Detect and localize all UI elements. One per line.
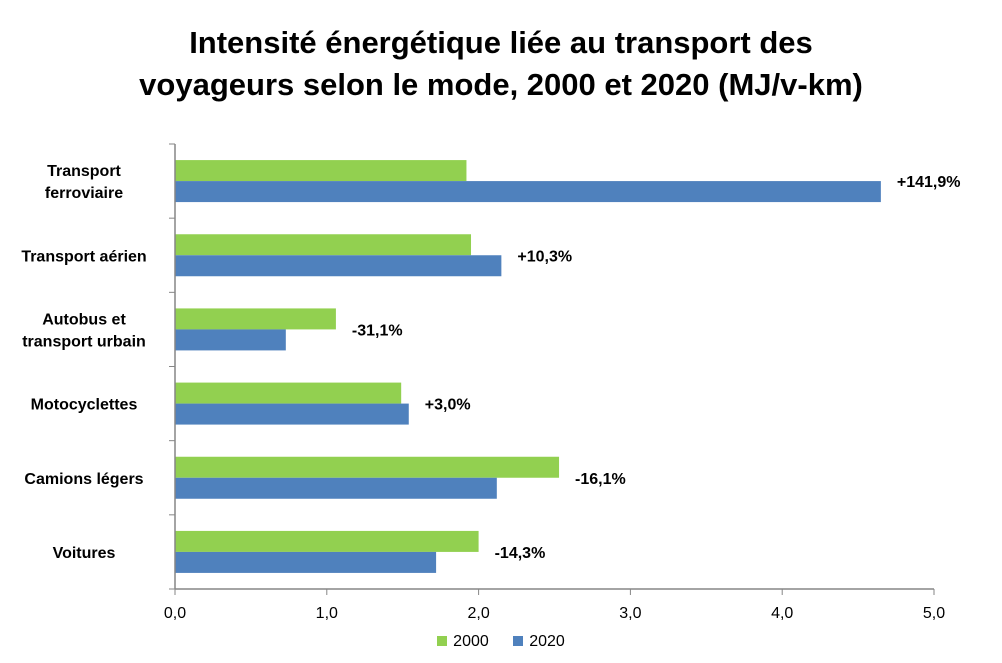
legend-swatch-2020 bbox=[513, 636, 524, 646]
legend-item-2020: 2020 bbox=[513, 633, 565, 651]
bar-2020-5 bbox=[175, 551, 437, 573]
bar-2020-1 bbox=[175, 255, 502, 277]
legend-label-2000: 2000 bbox=[453, 633, 489, 650]
bar-2000-4 bbox=[175, 456, 560, 478]
category-label-2-line-1: Autobus et bbox=[42, 311, 126, 328]
data-label-5: -14,3% bbox=[495, 545, 546, 562]
bar-2020-0 bbox=[175, 181, 881, 203]
legend-swatch-2000 bbox=[437, 636, 448, 646]
legend-item-2000: 2000 bbox=[437, 633, 489, 651]
bar-2020-2 bbox=[175, 329, 286, 351]
x-axis-tick-label-3: 3,0 bbox=[619, 605, 641, 622]
bar-2020-4 bbox=[175, 477, 497, 499]
category-label-0-line-1: Transport bbox=[47, 163, 121, 180]
data-label-0: +141,9% bbox=[897, 174, 961, 191]
data-label-1: +10,3% bbox=[517, 248, 572, 265]
data-label-2: -31,1% bbox=[352, 322, 403, 339]
category-label-4: Camions légers bbox=[24, 471, 143, 488]
bar-2000-0 bbox=[175, 160, 467, 182]
data-label-3: +3,0% bbox=[425, 397, 471, 414]
x-axis-tick-label-0: 0,0 bbox=[164, 605, 186, 622]
bar-2020-3 bbox=[175, 403, 409, 425]
bar-2000-2 bbox=[175, 308, 336, 330]
category-label-5: Voitures bbox=[53, 545, 116, 562]
category-label-0-line-2: ferroviaire bbox=[45, 185, 123, 202]
data-label-4: -16,1% bbox=[575, 471, 626, 488]
x-axis-tick-label-5: 5,0 bbox=[923, 605, 945, 622]
category-label-2-line-2: transport urbain bbox=[22, 333, 146, 350]
chart-title-line-1: Intensité énergétique liée au transport … bbox=[189, 25, 813, 60]
x-axis-tick-label-4: 4,0 bbox=[771, 605, 793, 622]
bar-2000-3 bbox=[175, 382, 402, 404]
chart-legend: 2000 2020 bbox=[0, 633, 1002, 651]
chart-title-line-2: voyageurs selon le mode, 2000 et 2020 (M… bbox=[139, 67, 863, 102]
category-label-1: Transport aérien bbox=[21, 248, 146, 265]
x-axis-tick-label-1: 1,0 bbox=[316, 605, 338, 622]
bar-2000-5 bbox=[175, 530, 479, 552]
legend-label-2020: 2020 bbox=[529, 633, 565, 650]
chart-title: Intensité énergétique liée au transport … bbox=[0, 22, 1002, 106]
category-label-3: Motocyclettes bbox=[31, 397, 138, 414]
bar-2000-1 bbox=[175, 234, 472, 256]
x-axis-tick-label-2: 2,0 bbox=[467, 605, 489, 622]
